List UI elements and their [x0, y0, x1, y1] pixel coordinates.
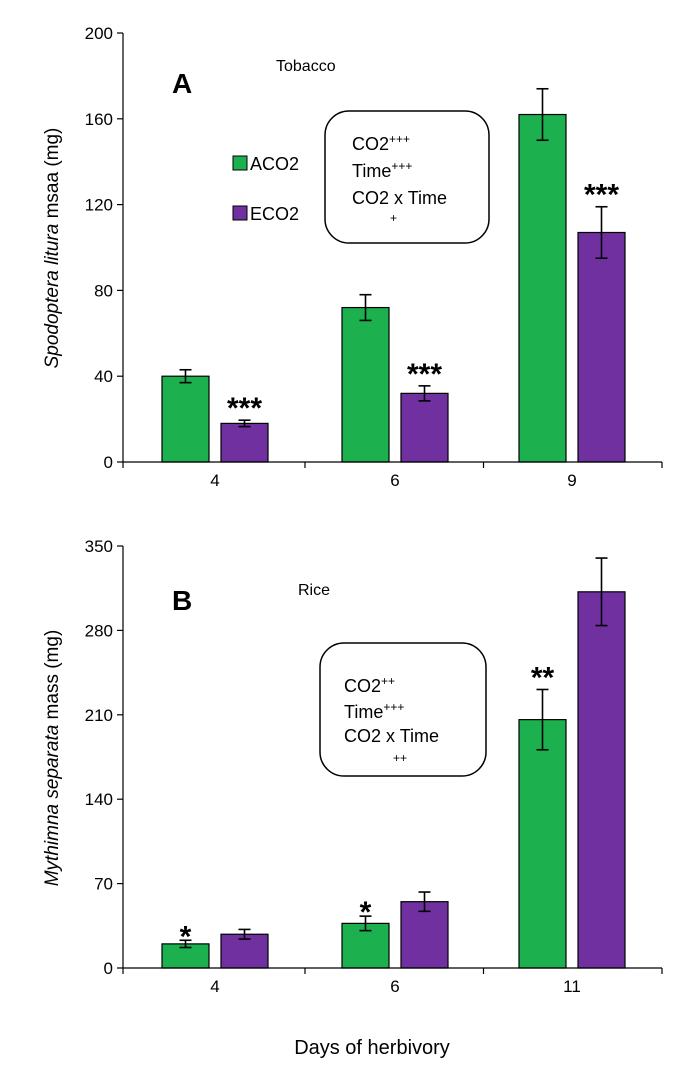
panel-a-x-ticks: 4 6 9: [122, 462, 663, 490]
legend-label-aco2: ACO2: [250, 154, 299, 174]
panel-a-xtick-label: 9: [567, 471, 576, 490]
panel-a-stat-co2: CO2+++: [352, 132, 410, 154]
panel-b-y-ticks: 0 70 140 210 280 350: [85, 537, 123, 978]
panel-a-stats-box: CO2+++ Time+++ CO2 x Time +: [324, 110, 490, 244]
x-axis-label: Days of herbivory: [294, 1037, 450, 1059]
panel-a-ylabel-unit: msaa (mg): [42, 128, 63, 224]
panel-a-bar-eco2: [220, 422, 269, 463]
panel-b-significance: **: [531, 661, 555, 694]
panel-b-xtick-label: 6: [390, 977, 399, 996]
panel-a-bar-eco2: [577, 231, 626, 463]
panel-b-bar-aco2: [518, 719, 567, 969]
panel-b-x-ticks: 4 6 11: [122, 968, 663, 996]
panel-b-stat-interaction-sig: ++: [393, 751, 407, 765]
panel-a-xtick-label: 6: [390, 471, 399, 490]
panel-a-stat-time: Time+++: [352, 159, 412, 181]
panel-b-stats-box: CO2++ Time+++ CO2 x Time ++: [319, 642, 487, 777]
panel-a-y-ticks: 0 40 80 120 160 200: [85, 24, 123, 472]
panel-b-ylabel-unit: mass (mg): [42, 630, 63, 725]
panel-b-ytick-label: 0: [104, 959, 113, 978]
panel-b-ytick-label: 210: [85, 706, 113, 725]
panel-b-significance: *: [180, 920, 192, 953]
panel-a-ytick-label: 160: [85, 110, 113, 129]
panel-b-xtick-label: 11: [563, 977, 581, 996]
panel-b-title: Rice: [298, 582, 330, 599]
panel-b-bars: ****: [161, 557, 626, 969]
panel-b-xtick-label: 4: [210, 977, 219, 996]
panel-a-stat-interaction: CO2 x Time: [352, 188, 447, 208]
panel-a-ytick-label: 40: [94, 367, 113, 386]
legend-swatch-eco2: [232, 205, 248, 221]
panel-a-ytick-label: 120: [85, 196, 113, 215]
legend-label-eco2: ECO2: [250, 204, 299, 224]
panel-a-xtick-label: 4: [210, 471, 219, 490]
panel-a-significance: ***: [227, 392, 262, 425]
panel-b-letter: B: [172, 585, 192, 616]
panel-a-significance: ***: [407, 358, 442, 391]
panel-a-significance: ***: [584, 179, 619, 212]
panel-a-ylabel-species: Spodoptera litura: [42, 224, 63, 369]
panel-a-bar-aco2: [161, 375, 210, 463]
panel-a: *** *** *** 0 40 80 120 160 200 4 6 9 A Tobacco S…: [42, 24, 663, 490]
panel-b-bar-eco2: [577, 591, 626, 969]
panel-a-stats-frame: [324, 110, 490, 244]
panel-b-ylabel-species: Mythimna separata: [42, 725, 63, 887]
panel-b-stats-frame: [319, 642, 487, 777]
legend-swatch-aco2: [232, 155, 248, 171]
panel-a-title: Tobacco: [276, 58, 336, 75]
panel-b-ylabel: Mythimna separata mass (mg): [42, 630, 63, 887]
panel-b-bar-eco2: [400, 901, 449, 969]
panel-b-bar-eco2: [220, 933, 269, 969]
panel-a-ytick-label: 80: [94, 281, 113, 300]
panel-b-ytick-label: 280: [85, 621, 113, 640]
panel-b-stat-co2: CO2++: [344, 674, 395, 696]
panel-a-bar-aco2: [518, 113, 567, 463]
panel-a-ytick-label: 0: [104, 453, 113, 472]
panel-b-stat-time: Time+++: [344, 700, 404, 722]
legend: ACO2 ECO2: [232, 154, 299, 224]
panel-b-ytick-label: 350: [85, 537, 113, 556]
panel-b-ytick-label: 70: [94, 875, 113, 894]
panel-b-stat-interaction: CO2 x Time: [344, 726, 439, 746]
panel-a-letter: A: [172, 68, 192, 99]
panel-a-bars: *** *** ***: [161, 87, 626, 463]
panel-a-bar-eco2: [400, 392, 449, 463]
panel-a-bar-aco2: [341, 306, 390, 463]
panel-b-ytick-label: 140: [85, 790, 113, 809]
panel-a-ylabel: Spodoptera litura msaa (mg): [42, 128, 63, 369]
panel-b-significance: *: [360, 896, 372, 929]
panel-a-ytick-label: 200: [85, 24, 113, 43]
panel-a-stat-interaction-sig: +: [390, 211, 397, 225]
